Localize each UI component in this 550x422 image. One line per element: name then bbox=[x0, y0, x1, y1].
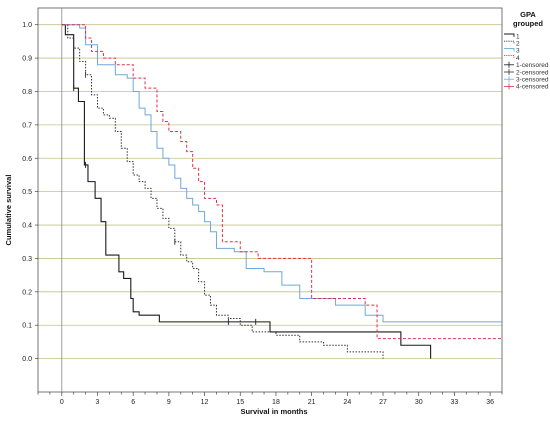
legend-swatch bbox=[504, 47, 515, 52]
x-tick-label: 9 bbox=[167, 399, 171, 406]
x-axis-title: Survival in months bbox=[240, 407, 307, 416]
gridlines bbox=[38, 24, 502, 360]
x-tick-label: 30 bbox=[415, 399, 423, 406]
legend-label: 2-censored bbox=[516, 69, 549, 76]
legend-label: 3-censored bbox=[516, 77, 549, 84]
x-tick-label: 12 bbox=[201, 399, 209, 406]
y-tick-label: 1.0 bbox=[22, 22, 32, 29]
y-tick-labels: 0.0 0.1 0.2 0.3 0.4 0.5 0.6 0.7 0.8 0.9 1.0 bbox=[22, 22, 32, 363]
y-tick-label: 0.6 bbox=[22, 156, 32, 163]
series-2-line bbox=[61, 24, 384, 359]
legend-entry-2-censored: 2-censored bbox=[504, 69, 549, 76]
x-tick-label: 6 bbox=[131, 399, 135, 406]
x-tick-label: 21 bbox=[308, 399, 316, 406]
legend-entry-1-censored: 1-censored bbox=[504, 61, 549, 69]
x-tick-label: 24 bbox=[343, 399, 351, 406]
series-group bbox=[61, 24, 502, 359]
legend-label: 1-censored bbox=[516, 62, 549, 69]
legend-entry-2: 2 bbox=[504, 41, 520, 48]
legend-label: 3 bbox=[516, 48, 520, 55]
legend-label: 2 bbox=[516, 41, 520, 48]
legend-label: 4 bbox=[516, 55, 520, 62]
x-tick-label: 36 bbox=[486, 399, 494, 406]
x-tick-label: 27 bbox=[379, 399, 387, 406]
plot-frame bbox=[37, 7, 503, 393]
x-tick-label: 3 bbox=[96, 399, 100, 406]
y-axis-title: Cumulative survival bbox=[4, 175, 13, 246]
y-tick-label: 0.8 bbox=[22, 89, 32, 96]
x-tick-label: 0 bbox=[60, 399, 64, 406]
y-tick-label: 0.4 bbox=[22, 223, 32, 230]
x-tick-label: 15 bbox=[236, 399, 244, 406]
censor-marks bbox=[73, 71, 257, 325]
x-tick-label: 33 bbox=[451, 399, 459, 406]
y-tick-label: 0.7 bbox=[22, 122, 32, 129]
legend-entry-4: 4 bbox=[504, 55, 520, 62]
legend-title: GPA bbox=[520, 10, 536, 19]
y-tick-label: 0.1 bbox=[22, 323, 32, 330]
x-tick-label: 18 bbox=[272, 399, 280, 406]
legend-entry-4-censored: 4-censored bbox=[504, 83, 549, 91]
legend-label: 4-censored bbox=[516, 84, 549, 91]
legend-title: grouped bbox=[513, 19, 543, 28]
legend-entry-3: 3 bbox=[504, 48, 520, 55]
series-4-line bbox=[61, 24, 502, 340]
legend-swatch bbox=[504, 40, 515, 45]
y-tick-label: 0.5 bbox=[22, 189, 32, 196]
y-tick-label: 0.9 bbox=[22, 56, 32, 63]
legend-entry-3-censored: 3-censored bbox=[504, 76, 549, 84]
y-tick-label: 0.3 bbox=[22, 256, 32, 263]
x-tick-labels: 0 3 6 9 12 15 18 21 24 27 30 33 36 bbox=[60, 399, 494, 406]
y-tick-label: 0.0 bbox=[22, 356, 32, 363]
legend-swatch bbox=[504, 33, 515, 37]
series-3-line bbox=[61, 24, 502, 323]
legend-swatch bbox=[504, 55, 515, 59]
y-tick-label: 0.2 bbox=[22, 289, 32, 296]
legend-label: 1 bbox=[516, 33, 520, 40]
legend-entry-1: 1 bbox=[504, 33, 520, 40]
axes bbox=[35, 7, 503, 396]
series-1-line bbox=[61, 24, 432, 359]
